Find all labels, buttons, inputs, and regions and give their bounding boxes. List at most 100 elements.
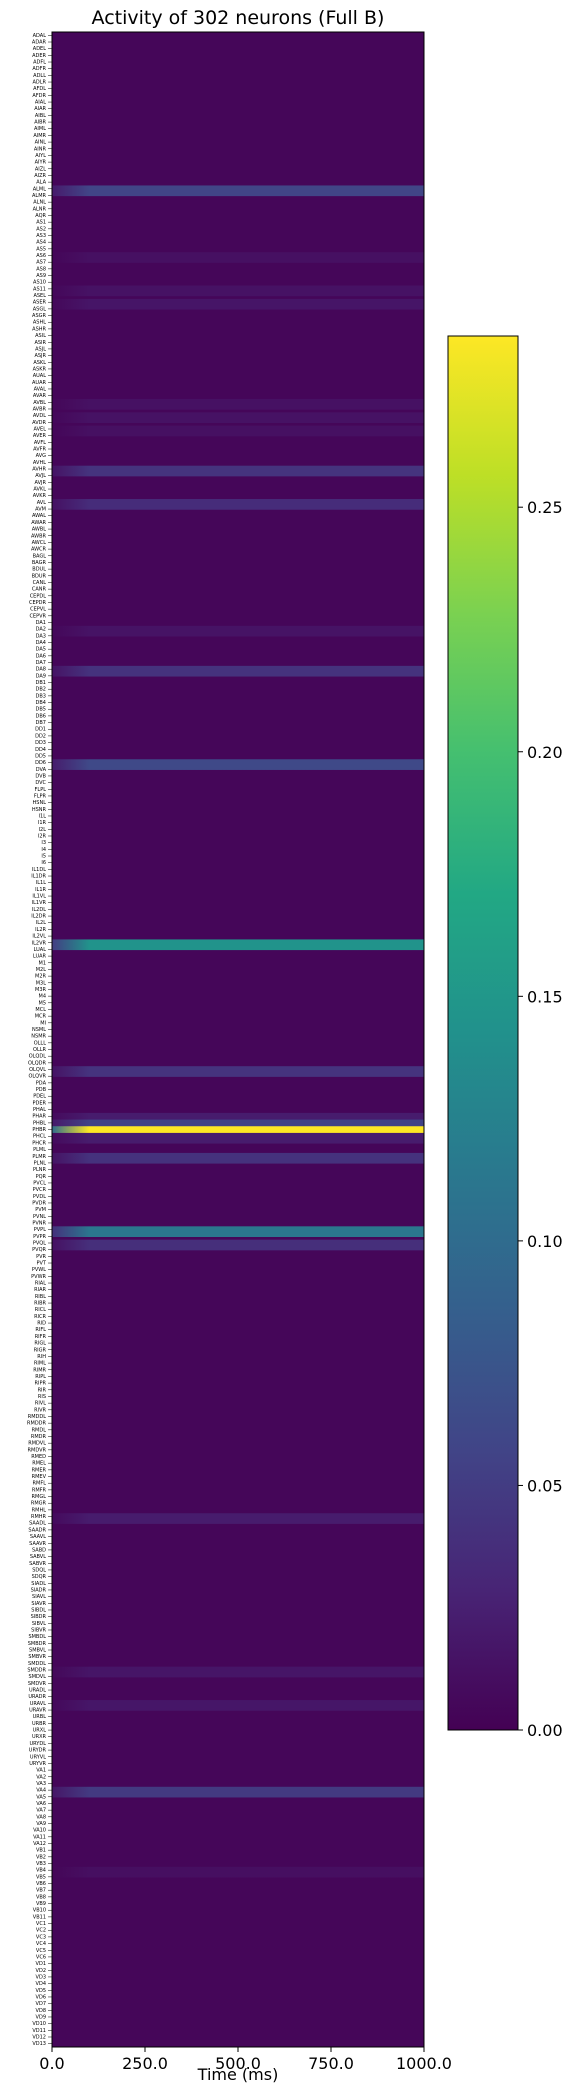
y-tick-label: AUAL — [33, 373, 47, 379]
heatmap-row-SAAVL — [52, 1513, 424, 1524]
y-tick-label: ALA — [36, 180, 46, 186]
y-tick-label: M3R — [35, 987, 46, 993]
y-tick-label: CANL — [33, 580, 47, 586]
y-tick-label: VA2 — [36, 1774, 46, 1780]
y-tick-label: URYDL — [29, 1741, 46, 1747]
heatmap-rows — [52, 32, 424, 2047]
y-tick-label: AVG — [36, 453, 47, 459]
y-tick-label: URXL — [33, 1728, 47, 1734]
y-tick-label: VC1 — [36, 1921, 46, 1927]
y-tick-label: SAAVL — [30, 1534, 46, 1540]
y-tick-label: RIPL — [35, 1374, 46, 1380]
y-tick-label: PVNL — [33, 1214, 46, 1220]
y-tick-label: PLNL — [34, 1160, 47, 1166]
y-tick-label: RIFL — [35, 1327, 46, 1333]
y-tick-label: ASKR — [33, 366, 47, 372]
y-tick-label: AFDR — [32, 93, 46, 99]
heatmap-row-AVAL — [52, 398, 424, 410]
y-tick-label: AINR — [34, 146, 47, 152]
y-tick-label: I6 — [41, 860, 46, 866]
y-tick-label: RIH — [37, 1354, 46, 1360]
y-tick-label: SIBDL — [31, 1607, 46, 1613]
y-tick-label: OLQDL — [29, 1054, 47, 1060]
y-tick-label: DD1 — [35, 727, 46, 733]
heatmap-row-AIZL — [52, 185, 424, 197]
y-tick-label: SAAVR — [29, 1541, 46, 1547]
x-axis-label: Time (ms) — [197, 2065, 279, 2084]
y-tick-label: SABD — [32, 1547, 46, 1553]
y-tick-label: DB3 — [36, 693, 46, 699]
heatmap-background — [52, 32, 424, 2047]
y-tick-label: VA7 — [36, 1808, 46, 1814]
y-tick-label: RMFR — [32, 1487, 47, 1493]
y-tick-label: RMGL — [32, 1494, 47, 1500]
y-tick-label: DA7 — [36, 660, 46, 666]
y-tick-label: RIML — [34, 1361, 46, 1367]
y-tick-label: DB4 — [36, 700, 46, 706]
y-tick-label: RIVL — [35, 1401, 46, 1407]
y-tick-label: NSML — [32, 1027, 46, 1033]
y-tick-label: HSNR — [32, 807, 47, 813]
y-tick-label: VD8 — [36, 2008, 46, 2014]
heatmap-row-PVDL — [52, 1152, 424, 1164]
y-tick-label: SDQL — [32, 1567, 46, 1573]
y-tick-label: AIYL — [35, 153, 46, 159]
heatmap-row-PHCL — [52, 1119, 424, 1131]
y-tick-label: ASHR — [32, 326, 46, 332]
y-tick-label: AIAL — [35, 100, 46, 106]
y-tick-label: RMGR — [31, 1501, 47, 1507]
y-tick-label: AQR — [35, 213, 46, 219]
y-tick-label: PHAR — [32, 1114, 46, 1120]
y-tick-label: IL1VL — [32, 894, 46, 900]
heatmap-row-VA1 — [52, 1700, 424, 1711]
y-tick-label: VD3 — [36, 1974, 46, 1980]
y-tick-label: PVDR — [32, 1200, 46, 1206]
y-tick-label: VB3 — [36, 1861, 46, 1867]
y-tick-label: PVQR — [32, 1247, 46, 1253]
y-tick-label: AS4 — [36, 240, 46, 246]
y-tick-label: CANR — [32, 587, 47, 593]
y-tick-label: RMDVL — [28, 1441, 46, 1447]
y-tick-label: PVPL — [34, 1227, 46, 1233]
y-tick-label: OLQVR — [28, 1074, 46, 1080]
y-tick-label: MCL — [35, 1007, 46, 1013]
heatmap-row-AVDL — [52, 425, 424, 437]
y-tick-label: AS2 — [36, 226, 46, 232]
y-tick-label: SIAVR — [31, 1601, 46, 1607]
y-tick-label: PVQL — [33, 1241, 46, 1247]
y-tick-label: I5 — [41, 854, 46, 860]
heatmap-row-LUAL — [52, 939, 424, 951]
y-tick-label: AUAR — [32, 380, 47, 386]
y-tick-label: SMBVR — [28, 1654, 46, 1660]
y-tick-label: AS7 — [36, 260, 46, 266]
y-tick-label: ASIR — [34, 340, 46, 346]
y-tick-label: PLMR — [32, 1154, 46, 1160]
y-tick-label: IL2L — [36, 920, 46, 926]
y-tick-label: I2R — [38, 833, 47, 839]
y-tick-label: PVM — [35, 1207, 46, 1213]
y-tick-label: I4 — [41, 847, 46, 853]
y-tick-label: RMDL — [32, 1427, 47, 1433]
y-tick-label: RIGL — [34, 1341, 46, 1347]
y-tick-label: AIYR — [35, 160, 47, 166]
y-tick-label: PHAL — [33, 1107, 46, 1113]
y-tick-label: AVDR — [32, 420, 46, 426]
y-tick-label: VD7 — [36, 2001, 46, 2007]
y-tick-label: ALNR — [33, 206, 47, 212]
y-tick-label: RMDDR — [27, 1421, 46, 1427]
y-tick-label: AVHL — [33, 460, 46, 466]
y-tick-label: AS9 — [36, 273, 46, 279]
y-tick-label: OLQVL — [29, 1067, 46, 1073]
heatmap-row-DA1 — [52, 625, 424, 637]
y-tick-label: SMBDR — [28, 1641, 47, 1647]
y-tick-label: ADAR — [32, 40, 47, 46]
y-tick-label: DVB — [35, 773, 46, 779]
y-tick-label: ADFL — [33, 60, 46, 66]
heatmap-row-AVBL — [52, 412, 424, 423]
y-tick-label: SMDDL — [28, 1661, 46, 1667]
y-tick-label: I1L — [39, 813, 47, 819]
y-tick-label: VD2 — [36, 1968, 46, 1974]
heatmap-row-VC6 — [52, 1866, 424, 1878]
y-tick-label: VA8 — [36, 1814, 46, 1820]
